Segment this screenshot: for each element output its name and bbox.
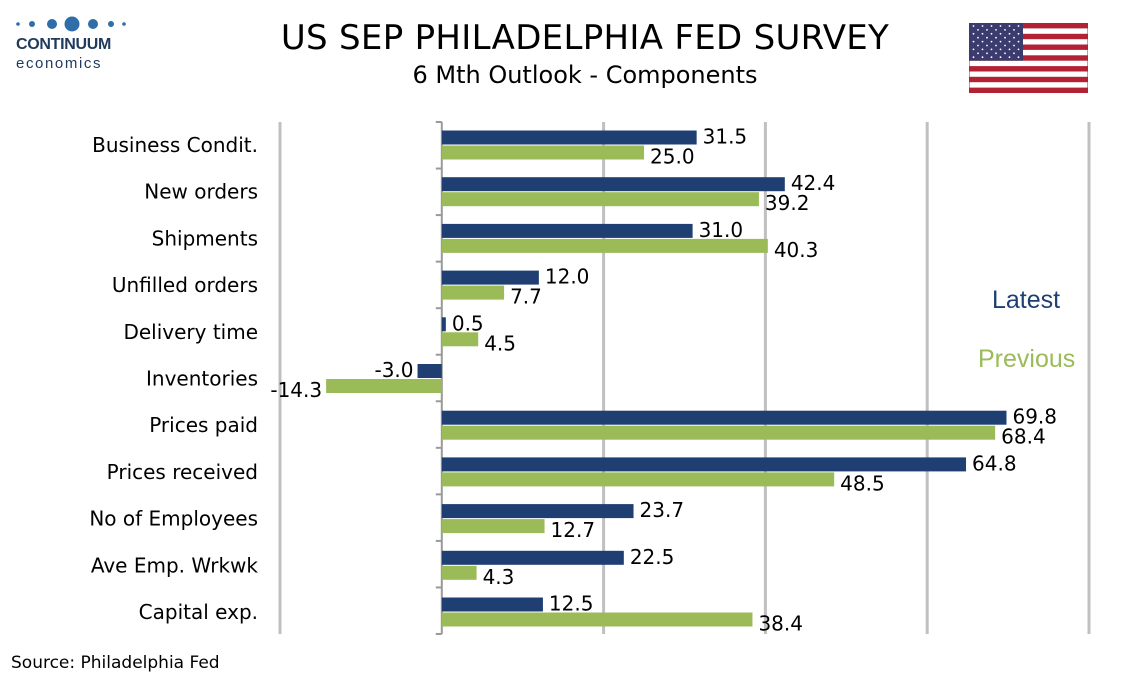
category-label: No of Employees <box>89 507 258 531</box>
category-label: Capital exp. <box>139 600 258 624</box>
latest-bar <box>441 410 1007 425</box>
latest-value-label: 42.4 <box>791 171 836 195</box>
previous-bar <box>441 472 835 487</box>
latest-value-label: 31.0 <box>699 218 744 242</box>
logo-dots-icon <box>16 16 126 32</box>
latest-value-label: 23.7 <box>640 498 685 522</box>
latest-value-label: 22.5 <box>630 545 675 569</box>
category-label: Unfilled orders <box>112 273 258 297</box>
category-label: New orders <box>144 180 258 204</box>
category-label: Prices received <box>107 460 258 484</box>
previous-value-label: 38.4 <box>758 612 803 636</box>
category-label: Prices paid <box>149 413 258 437</box>
latest-bar <box>441 223 693 238</box>
latest-bar <box>441 270 539 285</box>
chart-title: US SEP PHILADELPHIA FED SURVEY <box>280 18 890 58</box>
latest-bar <box>441 457 967 472</box>
previous-bar <box>441 519 545 534</box>
continuum-economics-logo: CONTINUUM economics <box>14 14 134 76</box>
label-layer: 31.5 25.0 42.439.2 31.0 40.3 12.07.7 0.54.5 -3.… <box>270 125 1057 636</box>
previous-bar <box>326 379 442 393</box>
latest-value-label: 12.5 <box>549 592 594 616</box>
previous-bar <box>441 238 768 253</box>
previous-value-label: 12.7 <box>551 518 596 542</box>
latest-bar <box>441 317 446 332</box>
chart-subtitle: 6 Mth Outlook - Components <box>412 61 758 89</box>
previous-value-label: 4.3 <box>483 565 515 589</box>
latest-value-label: 0.5 <box>452 311 484 335</box>
previous-value-label: -14.3 <box>270 378 322 402</box>
previous-value-label: 40.3 <box>774 238 819 262</box>
latest-bar <box>441 130 697 145</box>
category-label: Inventories <box>146 367 258 391</box>
latest-bar <box>441 504 634 519</box>
latest-bar <box>441 550 624 565</box>
category-label: Delivery time <box>123 320 258 344</box>
previous-bar <box>441 612 753 627</box>
previous-bar <box>441 565 477 580</box>
previous-value-label: 25.0 <box>650 145 695 169</box>
latest-bar <box>417 364 442 378</box>
latest-bar <box>441 597 543 612</box>
previous-bar <box>441 145 645 160</box>
previous-value-label: 48.5 <box>840 471 885 495</box>
previous-bar <box>441 332 479 347</box>
category-label: Ave Emp. Wrkwk <box>91 553 259 577</box>
previous-value-label: 7.7 <box>510 285 542 309</box>
bar-layer <box>326 130 1007 627</box>
logo-brand: CONTINUUM <box>16 36 112 53</box>
us-flag-icon <box>969 23 1088 93</box>
logo-sub: economics <box>16 55 103 72</box>
legend-previous: Previous <box>978 345 1076 373</box>
previous-value-label: 68.4 <box>1001 425 1046 449</box>
legend-latest: Latest <box>992 286 1061 314</box>
latest-value-label: 12.0 <box>545 265 590 289</box>
source-note: Source: Philadelphia Fed <box>11 653 220 673</box>
previous-bar <box>441 285 505 300</box>
latest-value-label: -3.0 <box>374 358 413 382</box>
previous-bar <box>441 425 996 440</box>
category-label: Shipments <box>152 226 258 250</box>
grid-layer <box>278 122 1091 634</box>
latest-value-label: 64.8 <box>972 451 1017 475</box>
previous-value-label: 39.2 <box>765 191 810 215</box>
category-label: Business Condit. <box>92 133 258 157</box>
previous-bar <box>441 192 759 207</box>
latest-value-label: 69.8 <box>1012 405 1057 429</box>
latest-value-label: 31.5 <box>703 125 748 149</box>
category-label-layer: Business Condit. New orders Shipments Unfil… <box>89 133 258 624</box>
latest-bar <box>441 177 785 192</box>
previous-value-label: 4.5 <box>484 331 516 355</box>
